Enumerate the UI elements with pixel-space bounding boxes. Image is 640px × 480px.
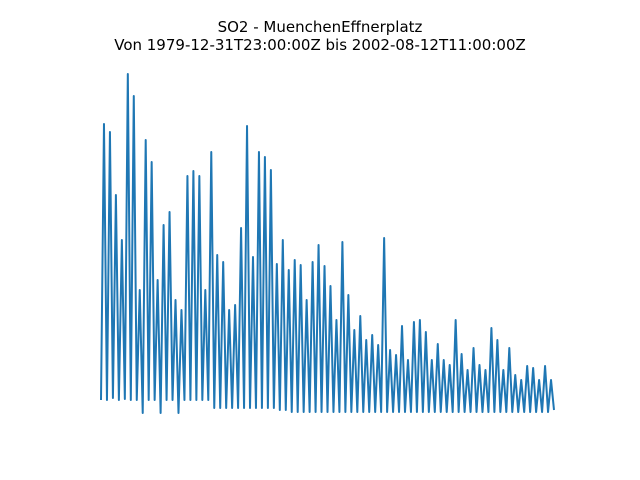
chart-subtitle: Von 1979-12-31T23:00:00Z bis 2002-08-12T… xyxy=(114,36,526,54)
chart-title: SO2 - MuenchenEffnerplatz xyxy=(218,18,423,36)
data-line xyxy=(100,73,555,414)
